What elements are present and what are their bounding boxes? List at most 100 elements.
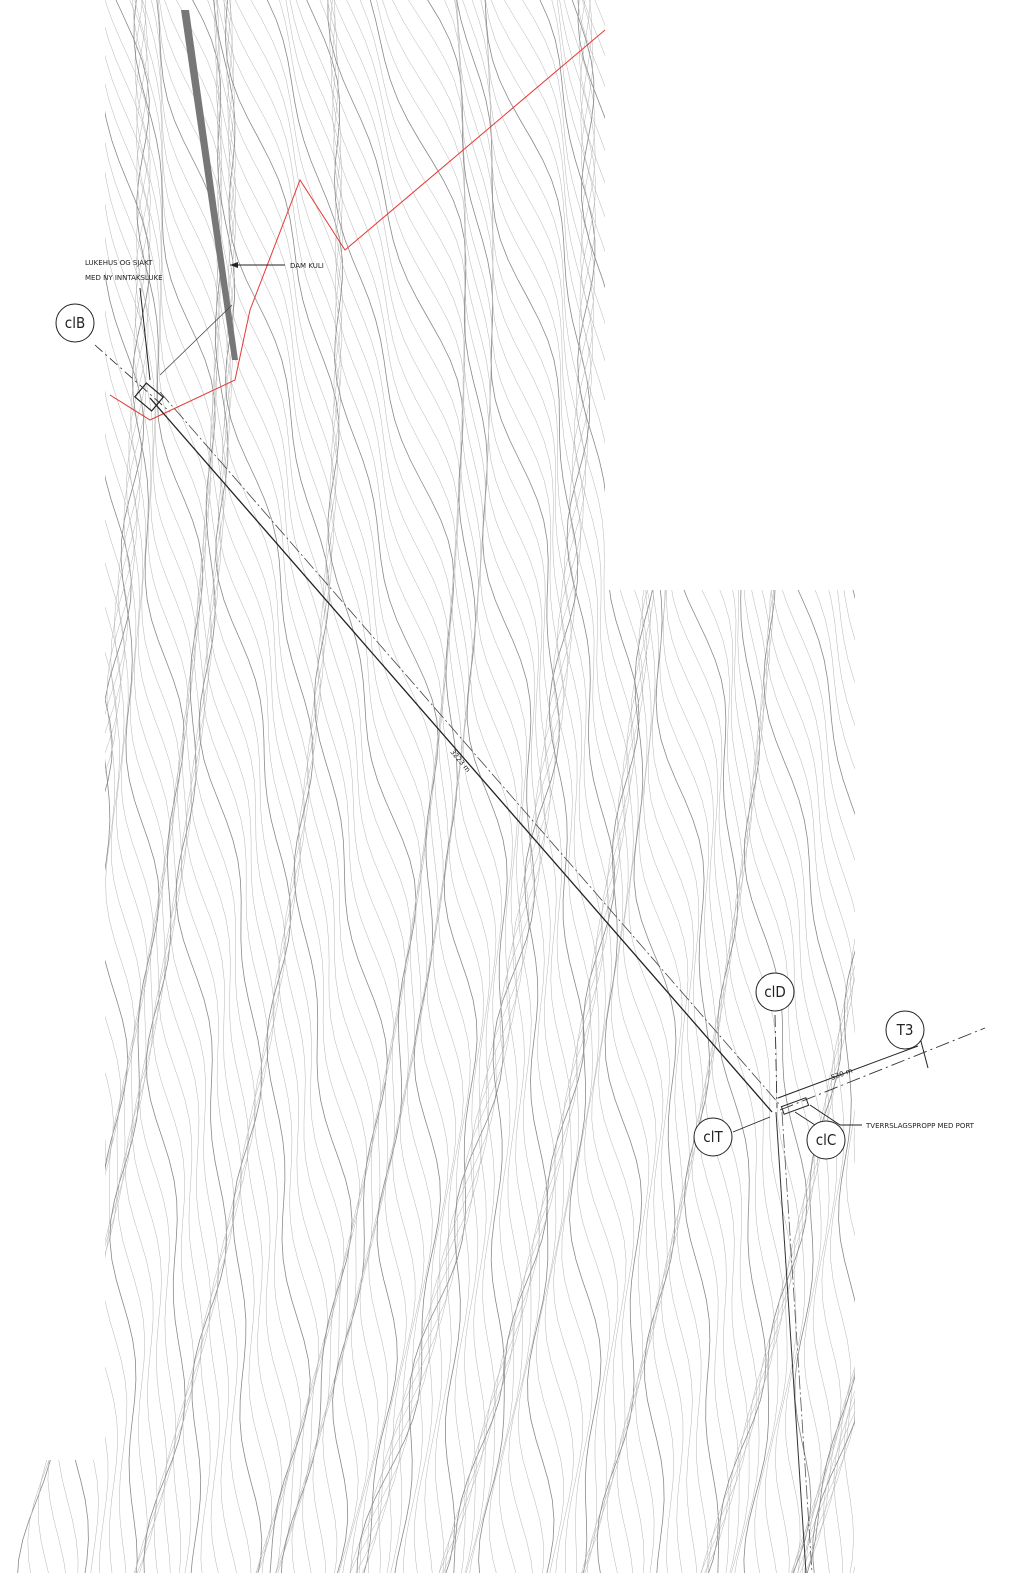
contour — [677, 0, 875, 1573]
leader — [733, 1117, 770, 1132]
marker-label: clB — [65, 314, 85, 332]
contour — [95, 0, 211, 1573]
contour — [331, 0, 496, 1573]
contour — [826, 0, 991, 1573]
contour — [0, 0, 112, 1573]
contour — [0, 0, 117, 1573]
contour — [482, 0, 609, 1573]
contour — [132, 0, 282, 1573]
contour — [679, 0, 879, 1573]
label: DAM KULI — [290, 262, 324, 270]
tunnel-axis — [160, 392, 780, 1105]
contour — [879, 0, 1008, 1573]
contour — [397, 0, 555, 1573]
contour — [894, 0, 1010, 1573]
contour — [0, 0, 121, 1573]
contour — [851, 0, 1002, 1573]
contour — [3, 0, 131, 1573]
contour — [1, 0, 128, 1573]
contour — [661, 0, 821, 1573]
contour — [484, 0, 615, 1573]
contour — [108, 0, 227, 1573]
contour — [900, 0, 1021, 1573]
contour — [291, 0, 471, 1573]
markers: clB clD T3 clT clC — [56, 304, 924, 1159]
contour — [182, 0, 352, 1573]
dimension-label: 3223 m — [448, 748, 472, 774]
contour — [581, 0, 690, 1573]
contour — [434, 0, 564, 1573]
contour — [619, 0, 784, 1573]
contour — [904, 0, 1015, 1573]
contour — [34, 0, 165, 1573]
contour — [645, 0, 807, 1573]
contour — [529, 0, 642, 1573]
contour — [337, 0, 522, 1573]
contour — [544, 0, 649, 1573]
contour — [794, 0, 983, 1573]
contour — [35, 0, 153, 1573]
contour — [774, 0, 968, 1573]
contour — [79, 0, 194, 1573]
contour — [240, 0, 434, 1573]
contour — [780, 0, 978, 1573]
section-line — [775, 1015, 777, 1108]
contour — [47, 0, 179, 1573]
contour — [328, 0, 507, 1573]
label: MED NY INNTAKSLUKE — [85, 274, 163, 282]
label: TVERRSLAGSPROPP MED PORT — [865, 1122, 975, 1130]
contour — [933, 0, 1021, 1573]
marker-label: clT — [703, 1128, 723, 1146]
contour — [747, 0, 926, 1573]
label: LUKEHUS OG SJAKT — [85, 259, 153, 267]
contour — [658, 0, 848, 1573]
contour — [216, 0, 374, 1573]
contour — [475, 0, 604, 1573]
contour — [32, 0, 170, 1573]
contour — [224, 0, 421, 1573]
contour — [35, 0, 159, 1573]
contour — [924, 0, 1021, 1573]
contour — [132, 0, 271, 1573]
contour — [723, 0, 903, 1573]
contour — [324, 0, 490, 1573]
contour — [457, 0, 591, 1573]
contour — [575, 0, 682, 1573]
contour — [215, 0, 381, 1573]
contour — [659, 0, 835, 1573]
boundary-line — [110, 30, 605, 420]
contour — [281, 0, 455, 1573]
contour — [902, 0, 1021, 1573]
contour — [226, 0, 417, 1573]
contour — [286, 0, 463, 1573]
contour — [778, 0, 957, 1573]
contour — [486, 0, 626, 1573]
contour — [553, 0, 656, 1573]
marker-label: clD — [764, 983, 786, 1001]
contour — [372, 0, 540, 1573]
contour — [677, 0, 869, 1573]
contour — [689, 0, 887, 1573]
contour — [330, 0, 502, 1573]
contour — [660, 0, 828, 1573]
contour — [134, 0, 262, 1573]
contour — [843, 0, 998, 1573]
contour — [578, 0, 738, 1573]
contour — [36, 0, 175, 1573]
branch-axis — [780, 1028, 985, 1110]
contour — [223, 0, 426, 1573]
contour — [557, 0, 663, 1573]
contour — [0, 0, 124, 1573]
contour — [158, 0, 328, 1573]
contour — [737, 0, 910, 1573]
contour — [8, 0, 134, 1573]
marker-label: T3 — [896, 1021, 914, 1039]
contour — [773, 0, 973, 1573]
contour — [776, 0, 962, 1573]
marker-label: clC — [816, 1131, 837, 1149]
leader — [140, 288, 150, 380]
contour — [836, 0, 995, 1573]
contour — [904, 0, 1021, 1573]
